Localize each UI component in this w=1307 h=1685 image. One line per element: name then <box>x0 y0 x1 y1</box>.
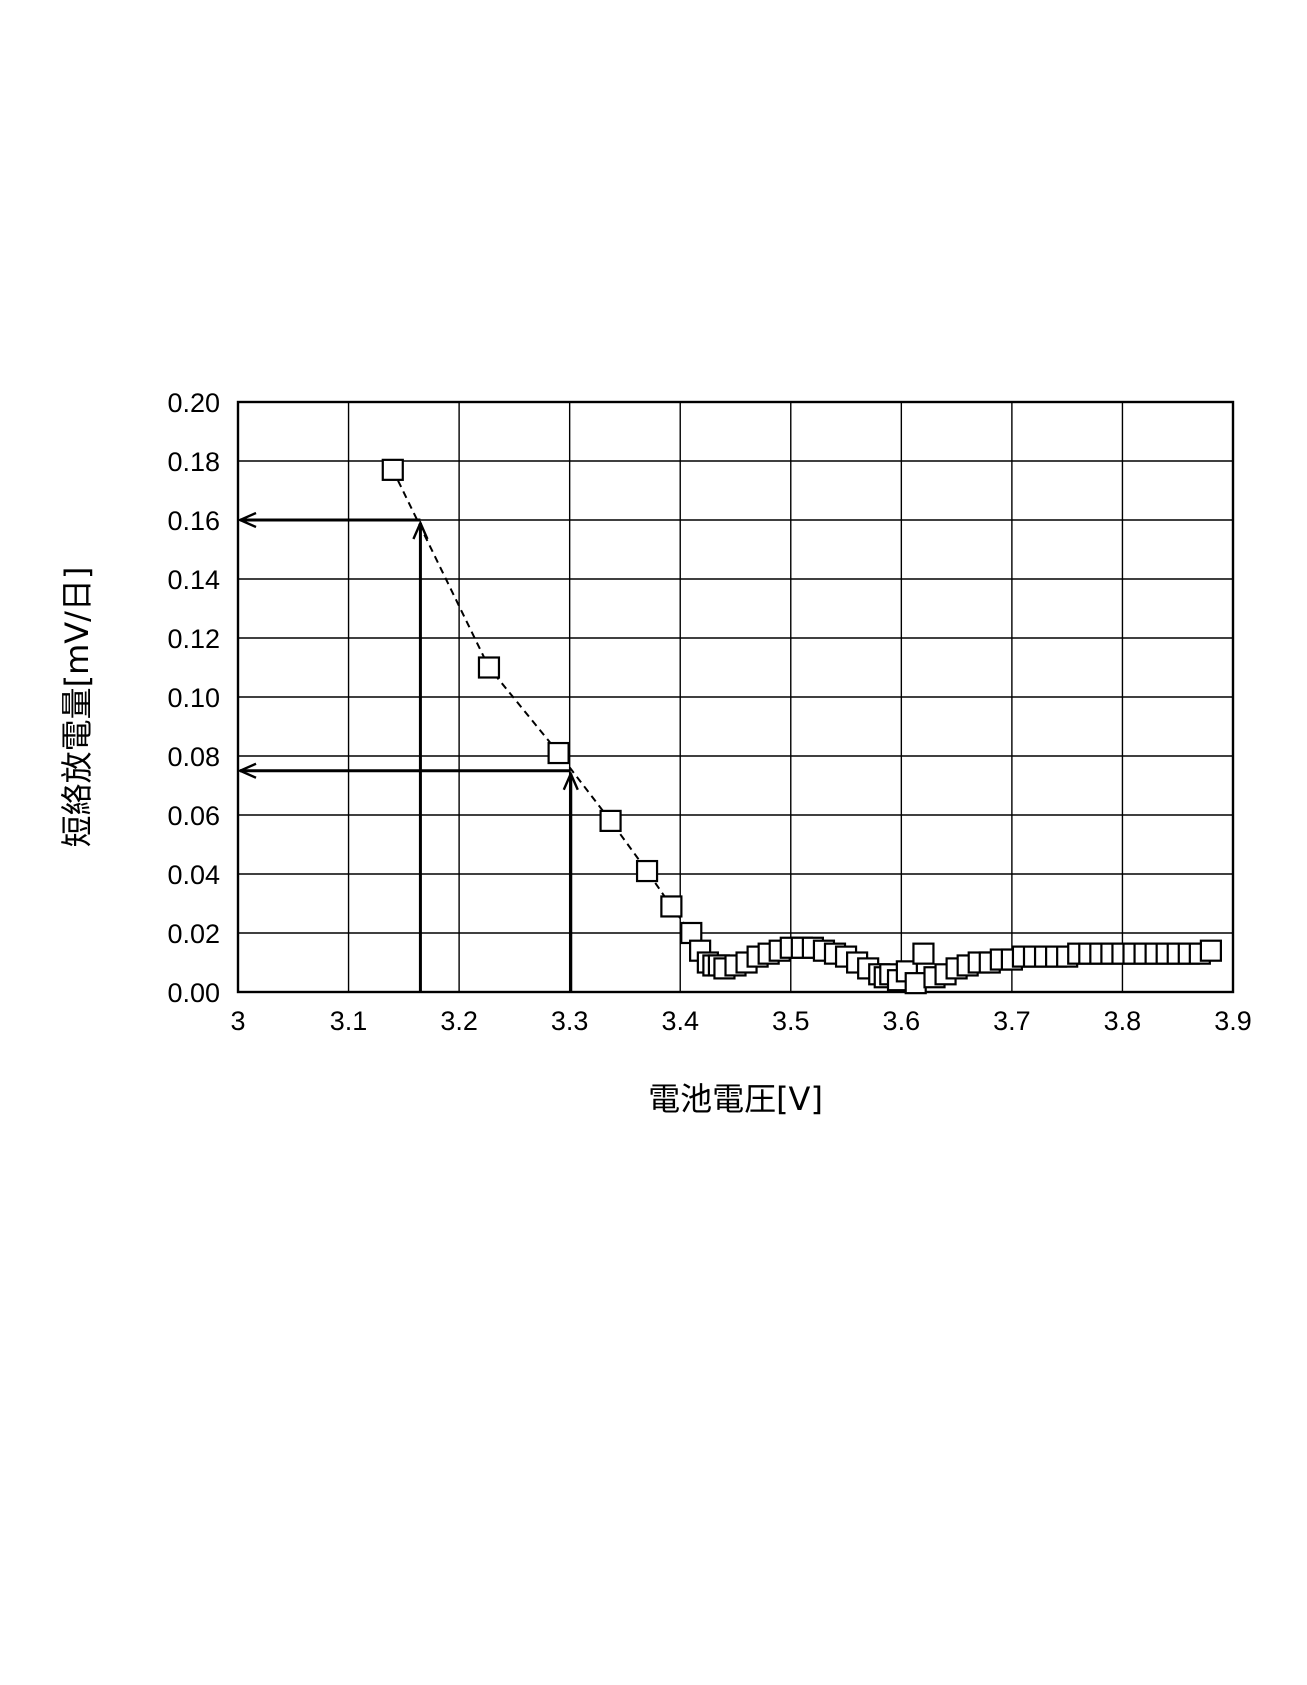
grid-lines <box>238 402 1233 992</box>
y-tick-labels: 0.00 0.02 0.04 0.06 0.08 0.10 0.12 0.14 0.16 0.18… <box>167 388 220 1008</box>
y-axis-title: 短絡放電量[mV/日] <box>58 567 96 848</box>
x-tick-label: 3.2 <box>440 1006 478 1036</box>
y-tick-label: 0.20 <box>167 388 220 418</box>
x-tick-label: 3.7 <box>993 1006 1031 1036</box>
plot-area-frame <box>236 400 1235 994</box>
x-tick-labels: 3 3.1 3.2 3.3 3.4 3.5 3.6 3.7 3.8 3.9 <box>230 1006 1251 1036</box>
data-point-square <box>660 895 683 918</box>
data-point-square <box>912 942 935 965</box>
x-axis-title: 電池電圧[V] <box>648 1080 823 1118</box>
y-tick-label: 0.12 <box>167 624 220 654</box>
data-point-square <box>477 656 501 679</box>
y-tick-label: 0.16 <box>167 506 220 536</box>
y-tick-label: 0.04 <box>167 860 220 890</box>
x-tick-label: 3.4 <box>661 1006 699 1036</box>
x-tick-label: 3.1 <box>330 1006 368 1036</box>
y-tick-label: 0.02 <box>167 919 220 949</box>
data-point-square <box>635 859 659 883</box>
y-tick-label: 0.18 <box>167 447 220 477</box>
y-tick-label: 0.14 <box>167 565 220 595</box>
data-point-square <box>1199 939 1222 962</box>
x-tick-label: 3.6 <box>883 1006 921 1036</box>
x-tick-label: 3.3 <box>551 1006 589 1036</box>
data-markers <box>381 458 1222 995</box>
y-tick-label: 0.10 <box>167 683 220 713</box>
data-point-square <box>547 741 570 765</box>
reading-arrows <box>240 520 571 992</box>
data-point-square <box>599 809 622 833</box>
x-tick-label: 3.8 <box>1104 1006 1142 1036</box>
x-tick-label: 3 <box>230 1006 245 1036</box>
y-tick-label: 0.08 <box>167 742 220 772</box>
data-point-square <box>381 458 404 481</box>
y-tick-label: 0.06 <box>167 801 220 831</box>
x-tick-label: 3.5 <box>772 1006 810 1036</box>
data-point-square <box>904 972 927 995</box>
x-tick-label: 3.9 <box>1214 1006 1252 1036</box>
y-tick-label: 0.00 <box>167 978 220 1008</box>
